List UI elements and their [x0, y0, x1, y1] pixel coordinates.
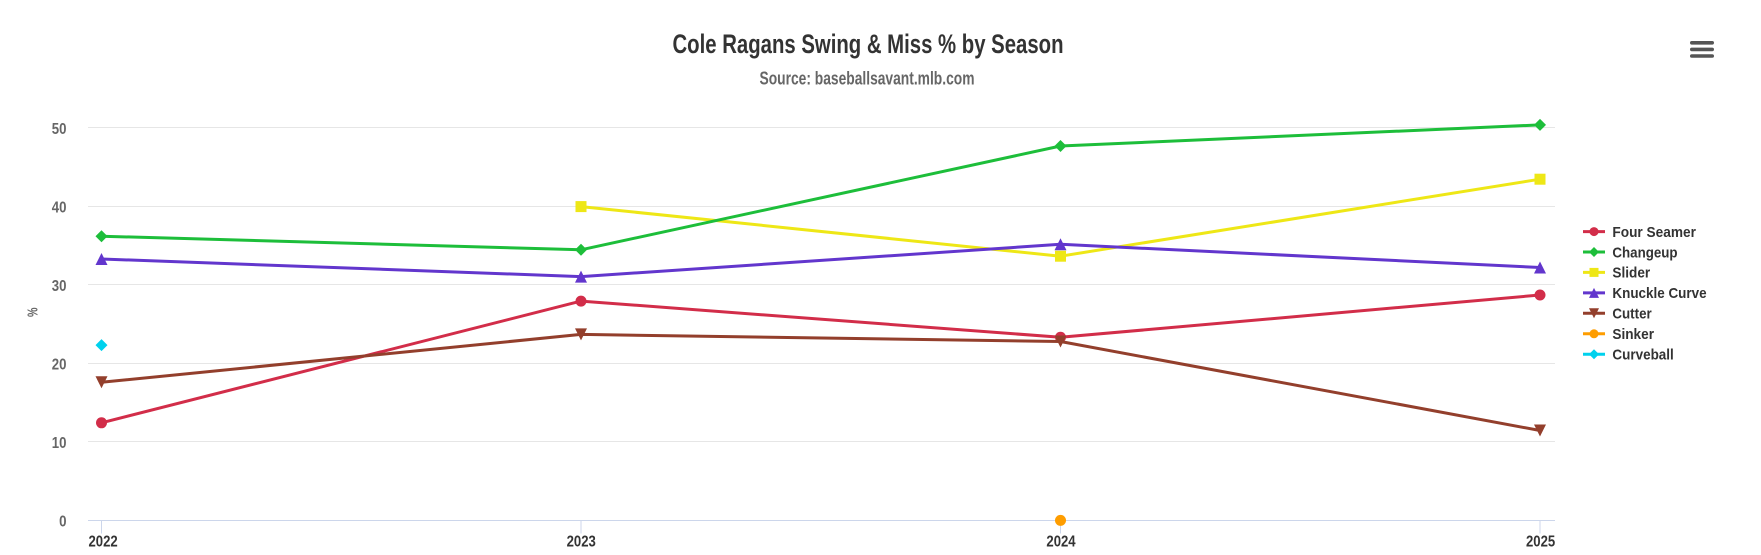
svg-text:Changeup: Changeup — [1612, 244, 1677, 261]
svg-text:%: % — [25, 308, 42, 318]
svg-text:2025: 2025 — [1526, 533, 1556, 550]
svg-text:Source: baseballsavant.mlb.com: Source: baseballsavant.mlb.com — [760, 68, 975, 89]
svg-text:30: 30 — [52, 278, 67, 295]
svg-text:Curveball: Curveball — [1612, 347, 1673, 364]
svg-text:Knuckle Curve: Knuckle Curve — [1612, 285, 1706, 302]
svg-text:0: 0 — [59, 514, 66, 531]
svg-text:Sinker: Sinker — [1612, 326, 1654, 343]
svg-text:40: 40 — [52, 200, 67, 217]
svg-text:Slider: Slider — [1612, 265, 1650, 282]
svg-text:2023: 2023 — [567, 533, 597, 550]
svg-text:Cole Ragans Swing & Miss % by: Cole Ragans Swing & Miss % by Season — [673, 29, 1064, 59]
svg-text:2024: 2024 — [1046, 533, 1076, 550]
svg-text:20: 20 — [52, 357, 67, 374]
svg-text:10: 10 — [52, 435, 67, 452]
svg-text:Four Seamer: Four Seamer — [1612, 224, 1696, 241]
svg-text:Cutter: Cutter — [1612, 306, 1651, 323]
svg-text:50: 50 — [52, 121, 67, 138]
svg-text:2022: 2022 — [89, 533, 118, 550]
